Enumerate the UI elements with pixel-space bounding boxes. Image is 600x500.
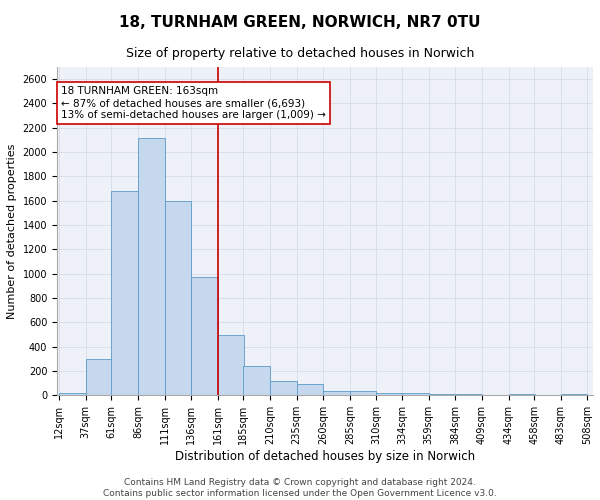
Bar: [561, 394, 587, 396]
Bar: [534, 395, 561, 396]
Bar: [191, 278, 218, 396]
Bar: [59, 393, 86, 396]
Text: 18 TURNHAM GREEN: 163sqm
← 87% of detached houses are smaller (6,693)
13% of sem: 18 TURNHAM GREEN: 163sqm ← 87% of detach…: [61, 86, 326, 120]
Bar: [482, 395, 509, 396]
Text: 18, TURNHAM GREEN, NORWICH, NR7 0TU: 18, TURNHAM GREEN, NORWICH, NR7 0TU: [119, 15, 481, 30]
Bar: [509, 394, 535, 396]
X-axis label: Distribution of detached houses by size in Norwich: Distribution of detached houses by size …: [175, 450, 475, 463]
Bar: [138, 138, 164, 396]
Bar: [323, 390, 350, 396]
Bar: [428, 394, 455, 396]
Bar: [86, 359, 112, 396]
Y-axis label: Number of detached properties: Number of detached properties: [7, 144, 17, 319]
Bar: [455, 394, 482, 396]
Text: Contains HM Land Registry data © Crown copyright and database right 2024.
Contai: Contains HM Land Registry data © Crown c…: [103, 478, 497, 498]
Bar: [402, 393, 428, 396]
Bar: [164, 201, 191, 396]
Bar: [296, 384, 323, 396]
Text: Size of property relative to detached houses in Norwich: Size of property relative to detached ho…: [126, 48, 474, 60]
Bar: [270, 382, 296, 396]
Bar: [111, 191, 138, 396]
Bar: [376, 393, 403, 396]
Bar: [350, 391, 376, 396]
Bar: [244, 366, 270, 396]
Bar: [218, 334, 244, 396]
